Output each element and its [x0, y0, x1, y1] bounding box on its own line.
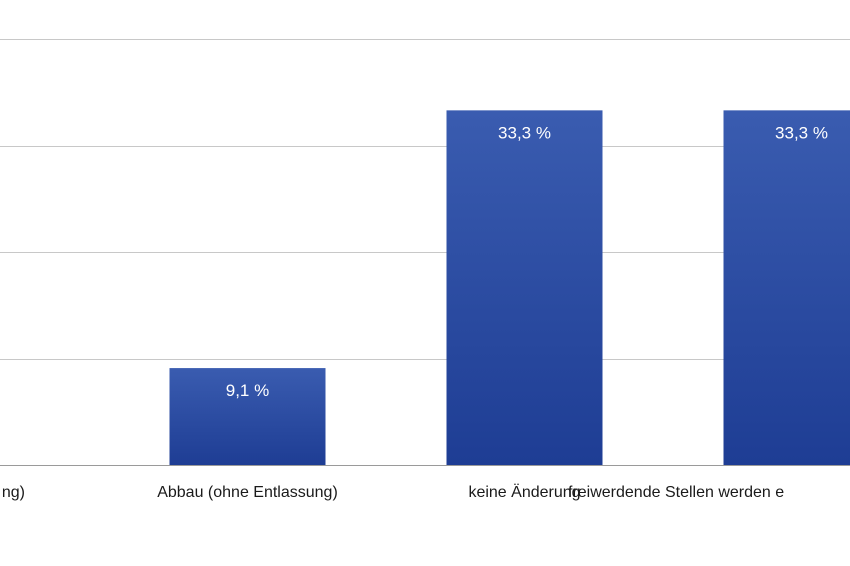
bar: [446, 110, 603, 465]
bars: [169, 110, 850, 465]
data-label: 9,1 %: [226, 381, 269, 400]
tick-label: keine Änderung: [468, 483, 580, 501]
labels: ng) 9,1 % Abbau (ohne Entlassung) 33,3 % kei…: [2, 123, 828, 501]
gridlines: [0, 39, 850, 466]
tick-label: ng): [2, 484, 25, 501]
tick-label: Abbau (ohne Entlassung): [157, 484, 338, 501]
data-label: 33,3 %: [775, 123, 828, 142]
tick-label: freiwerdende Stellen werden e: [568, 484, 784, 501]
bar: [723, 110, 850, 465]
bar: [169, 368, 326, 465]
data-label: 33,3 %: [498, 123, 551, 142]
